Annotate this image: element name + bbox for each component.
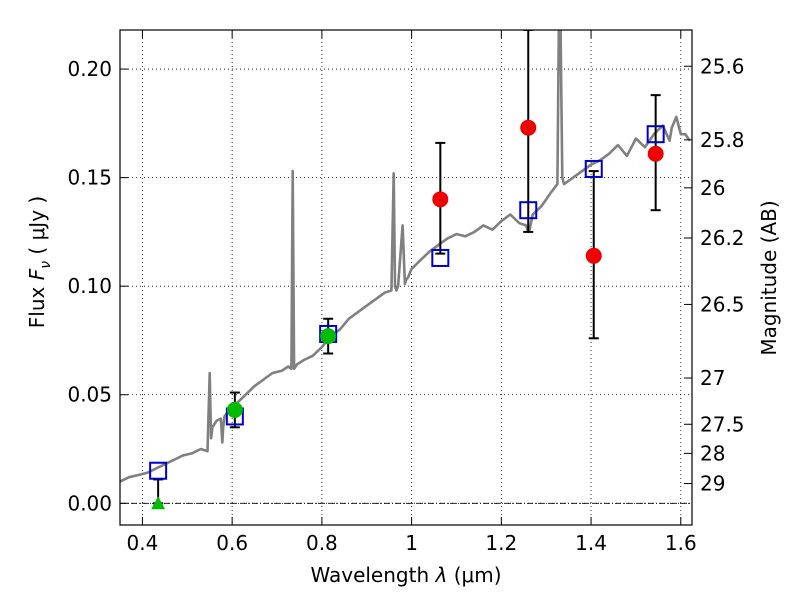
y-tick-label: 0.20 [67,57,112,81]
y-tick-label: 0.05 [67,383,112,407]
y2-tick-label: 25.8 [700,128,745,152]
y2-tick-label: 26 [700,176,725,200]
x-tick-label: 1 [405,531,418,555]
photometry-circle-marker [585,247,602,264]
y-axis-title: Flux Fν ( μJy ) [25,196,54,328]
axes-frame [119,29,693,526]
x-tick-label: 0.4 [127,531,159,555]
model-square-marker [149,461,168,480]
ticks: 0.4 0.6 0.8 1 1.2 1.4 1.6 0.00 0.05 0.10 0.15 0.20 2… [67,30,745,555]
model-square-marker [431,248,450,267]
x-tick-label: 1.6 [665,531,697,555]
model-square-marker [584,159,603,178]
plot-area [120,30,692,510]
model-square-marker [519,201,538,220]
x-tick-label: 0.8 [306,531,338,555]
x-tick-label: 1.2 [485,531,517,555]
y-tick-label: 0.00 [67,491,112,515]
y2-tick-label: 27.5 [700,412,745,436]
y-tick-label: 0.15 [67,166,112,190]
spectrum-line [120,30,691,483]
x-axis-title: Wavelength λ (μm) [310,563,501,587]
y2-tick-label: 29 [700,472,725,496]
model-square-marker [646,125,665,144]
photometry-circle-marker [520,119,537,136]
upper-limit-triangle-marker [151,496,166,510]
photometry-circle-marker [226,401,243,418]
photometry-circle-marker [647,145,664,162]
photometry-circle-marker [320,328,337,345]
y2-tick-label: 27 [700,366,725,390]
y2-axis-title: Magnitude (AB) [757,200,781,355]
y-tick-label: 0.10 [67,274,112,298]
y2-tick-label: 28 [700,441,725,465]
y2-tick-label: 25.6 [700,54,745,78]
y2-tick-label: 26.2 [700,226,745,250]
plot-frame [119,29,693,526]
x-tick-label: 1.4 [575,531,607,555]
x-tick-label: 0.6 [216,531,248,555]
photometry-circle-marker [432,191,449,208]
y2-tick-label: 26.5 [700,292,745,316]
